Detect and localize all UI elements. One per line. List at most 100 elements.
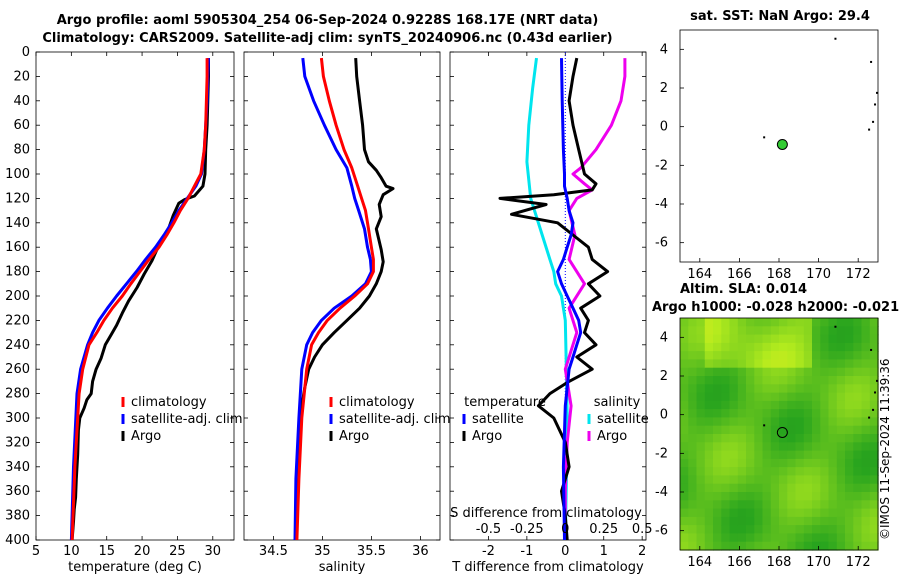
sla-cell	[746, 409, 755, 418]
sla-cell	[845, 376, 854, 385]
main-title-line2: Climatology: CARS2009. Satellite-adj cli…	[42, 31, 613, 46]
sla-cell	[836, 475, 846, 485]
sla-cell	[754, 409, 764, 418]
main-title-line1: Argo profile: aoml 5905304_254 06-Sep-20…	[56, 13, 599, 28]
sla-cell	[828, 467, 838, 476]
sla-cell	[787, 458, 797, 468]
sla-cell	[762, 533, 772, 543]
sla-cell	[869, 425, 879, 435]
sla-cell	[812, 384, 821, 394]
sla-cell	[729, 516, 739, 526]
sla-cell	[754, 359, 764, 369]
sla-cell	[721, 533, 731, 543]
sla-cell	[795, 351, 805, 360]
sla-cell	[688, 400, 698, 410]
sla-cell	[803, 384, 813, 394]
sla-cell	[680, 417, 689, 427]
sla-cell	[746, 508, 755, 518]
sla-cell	[746, 475, 755, 485]
sla-cell	[803, 334, 813, 344]
sla-cell	[770, 367, 780, 377]
sla-cell	[861, 533, 871, 543]
sla-cell	[869, 384, 879, 394]
sla-cell	[795, 359, 805, 369]
sla-cell	[688, 417, 698, 427]
sla-cell	[861, 376, 871, 385]
salinity-profile-series-satellite	[293, 57, 373, 541]
sla-cell	[836, 400, 846, 410]
sla-cell	[853, 342, 863, 352]
sla-cell	[696, 409, 706, 418]
sla-cell	[704, 483, 714, 493]
sla-cell	[721, 376, 731, 385]
salinity-profile-xlabel: salinity	[319, 560, 366, 575]
sla-cell	[762, 467, 772, 476]
sla-cell	[729, 450, 739, 460]
sla-cell	[861, 409, 871, 418]
sla-cell	[746, 467, 755, 476]
sst-map-xtick-label: 170	[806, 267, 831, 282]
sla-cell	[721, 508, 731, 518]
sla-cell	[696, 318, 706, 327]
sla-cell	[779, 318, 788, 327]
sla-cell	[746, 450, 755, 460]
sla-cell	[861, 525, 871, 534]
sla-map-ytick-label: -4	[655, 485, 668, 500]
sla-cell	[721, 318, 731, 327]
sla-cell	[812, 450, 821, 460]
sla-cell	[762, 483, 772, 493]
sla-cell	[729, 376, 739, 385]
sla-cell	[845, 541, 854, 551]
sla-cell	[836, 483, 846, 493]
sla-cell	[737, 351, 747, 360]
sla-cell	[795, 525, 805, 534]
sla-cell	[770, 342, 780, 352]
sla-cell	[795, 516, 805, 526]
difference-top-tick-label: 0.25	[589, 522, 618, 537]
temperature-profile-series-climatology	[70, 58, 209, 541]
sla-cell	[861, 359, 871, 369]
sla-cell	[737, 417, 747, 427]
sla-cell	[737, 367, 747, 377]
sla-cell	[828, 500, 838, 510]
sla-cell	[704, 467, 714, 476]
sla-cell	[737, 458, 747, 468]
sla-cell	[845, 434, 854, 443]
sla-cell	[795, 541, 805, 551]
sla-cell	[828, 450, 838, 460]
sla-cell	[696, 434, 706, 443]
sla-cell	[704, 541, 714, 551]
sla-cell	[795, 376, 805, 385]
sla-cell	[845, 508, 854, 518]
sla-cell	[688, 409, 698, 418]
sla-cell	[696, 508, 706, 518]
sla-cell	[770, 450, 780, 460]
sla-cell	[861, 351, 871, 360]
sla-cell	[721, 334, 731, 344]
sla-cell	[853, 533, 863, 543]
sla-cell	[704, 458, 714, 468]
sla-cell	[845, 400, 854, 410]
sla-cell	[812, 492, 821, 501]
sla-cell	[721, 516, 731, 526]
sla-cell	[770, 475, 780, 485]
sla-cell	[820, 492, 830, 501]
sla-cell	[737, 508, 747, 518]
sla-cell	[795, 458, 805, 468]
sla-cell	[746, 384, 755, 394]
sla-cell	[762, 334, 772, 344]
sst-map-xtick-label: 168	[767, 267, 792, 282]
sla-cell	[696, 516, 706, 526]
sla-cell	[746, 483, 755, 493]
sla-cell	[746, 417, 755, 427]
sla-cell	[787, 516, 797, 526]
sla-cell	[869, 400, 879, 410]
difference-profile-xtick-label: -2	[482, 544, 495, 559]
sla-cell	[729, 533, 739, 543]
sla-cell	[746, 541, 755, 551]
sla-map-island	[763, 424, 766, 427]
sla-cell	[696, 334, 706, 344]
sla-cell	[820, 475, 830, 485]
sla-cell	[812, 425, 821, 435]
sla-cell	[704, 475, 714, 485]
